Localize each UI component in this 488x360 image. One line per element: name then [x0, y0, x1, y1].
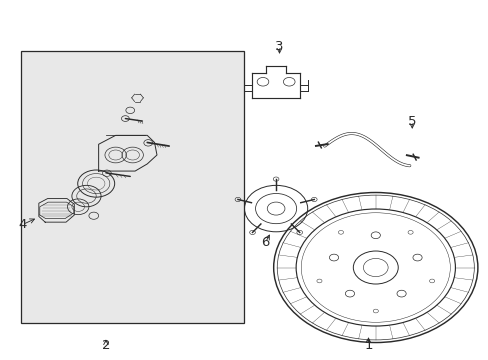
Text: 5: 5: [407, 114, 416, 127]
Text: 4: 4: [18, 218, 26, 231]
Text: 2: 2: [102, 338, 110, 351]
Bar: [21, 51, 244, 323]
Text: 3: 3: [275, 40, 283, 53]
Text: 1: 1: [364, 338, 372, 351]
Text: 6: 6: [261, 236, 269, 249]
